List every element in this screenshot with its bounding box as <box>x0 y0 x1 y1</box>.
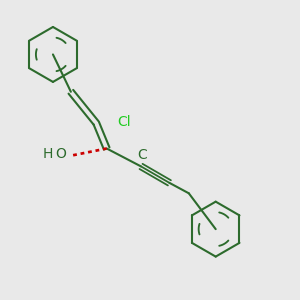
Text: H: H <box>43 148 53 161</box>
Text: C: C <box>138 148 147 162</box>
Text: O: O <box>56 148 66 161</box>
Text: Cl: Cl <box>117 115 131 129</box>
